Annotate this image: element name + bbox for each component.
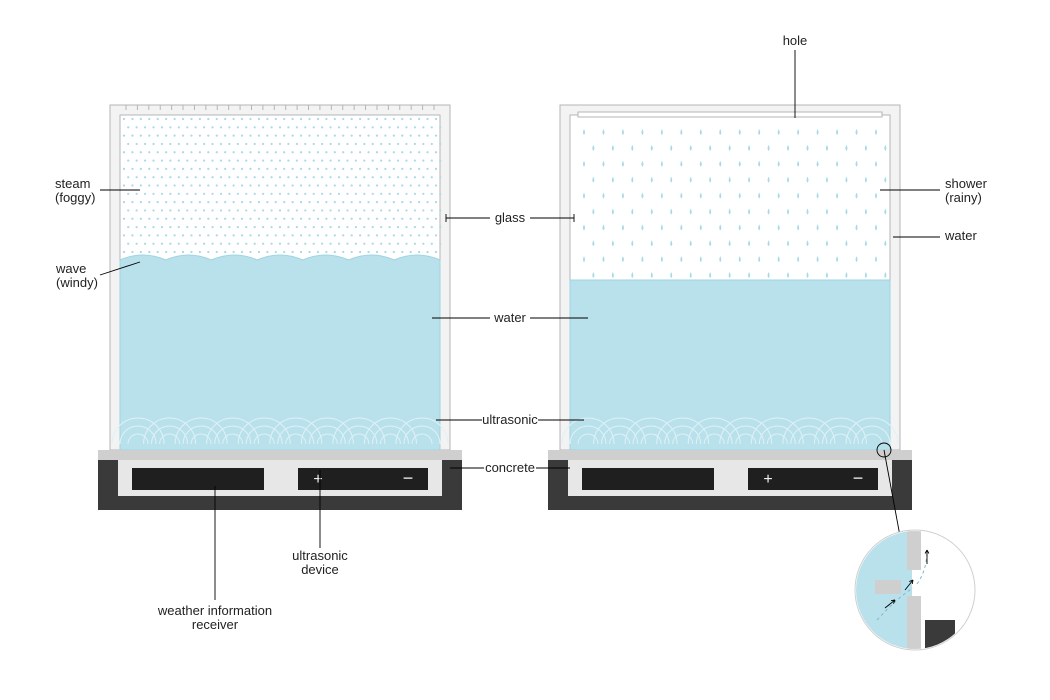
svg-text:receiver: receiver — [192, 617, 239, 632]
svg-text:glass: glass — [495, 210, 526, 225]
svg-text:weather information: weather information — [157, 603, 272, 618]
svg-text:(windy): (windy) — [56, 275, 98, 290]
svg-text:hole: hole — [783, 33, 808, 48]
svg-text:device: device — [301, 562, 339, 577]
svg-text:(foggy): (foggy) — [55, 190, 95, 205]
svg-text:+: + — [313, 471, 322, 488]
svg-text:steam: steam — [55, 176, 90, 191]
svg-text:ultrasonic: ultrasonic — [482, 412, 538, 427]
svg-text:wave: wave — [55, 261, 86, 276]
svg-text:concrete: concrete — [485, 460, 535, 475]
diagram-svg: + − + − hole steam(foggy) wave(windy) shower(ra… — [0, 0, 1050, 700]
svg-text:(rainy): (rainy) — [945, 190, 982, 205]
svg-text:shower: shower — [945, 176, 988, 191]
svg-text:−: − — [403, 468, 414, 488]
svg-text:ultrasonic: ultrasonic — [292, 548, 348, 563]
svg-text:water: water — [944, 228, 977, 243]
svg-text:water: water — [493, 310, 526, 325]
svg-text:+: + — [763, 471, 772, 488]
svg-text:−: − — [853, 468, 864, 488]
